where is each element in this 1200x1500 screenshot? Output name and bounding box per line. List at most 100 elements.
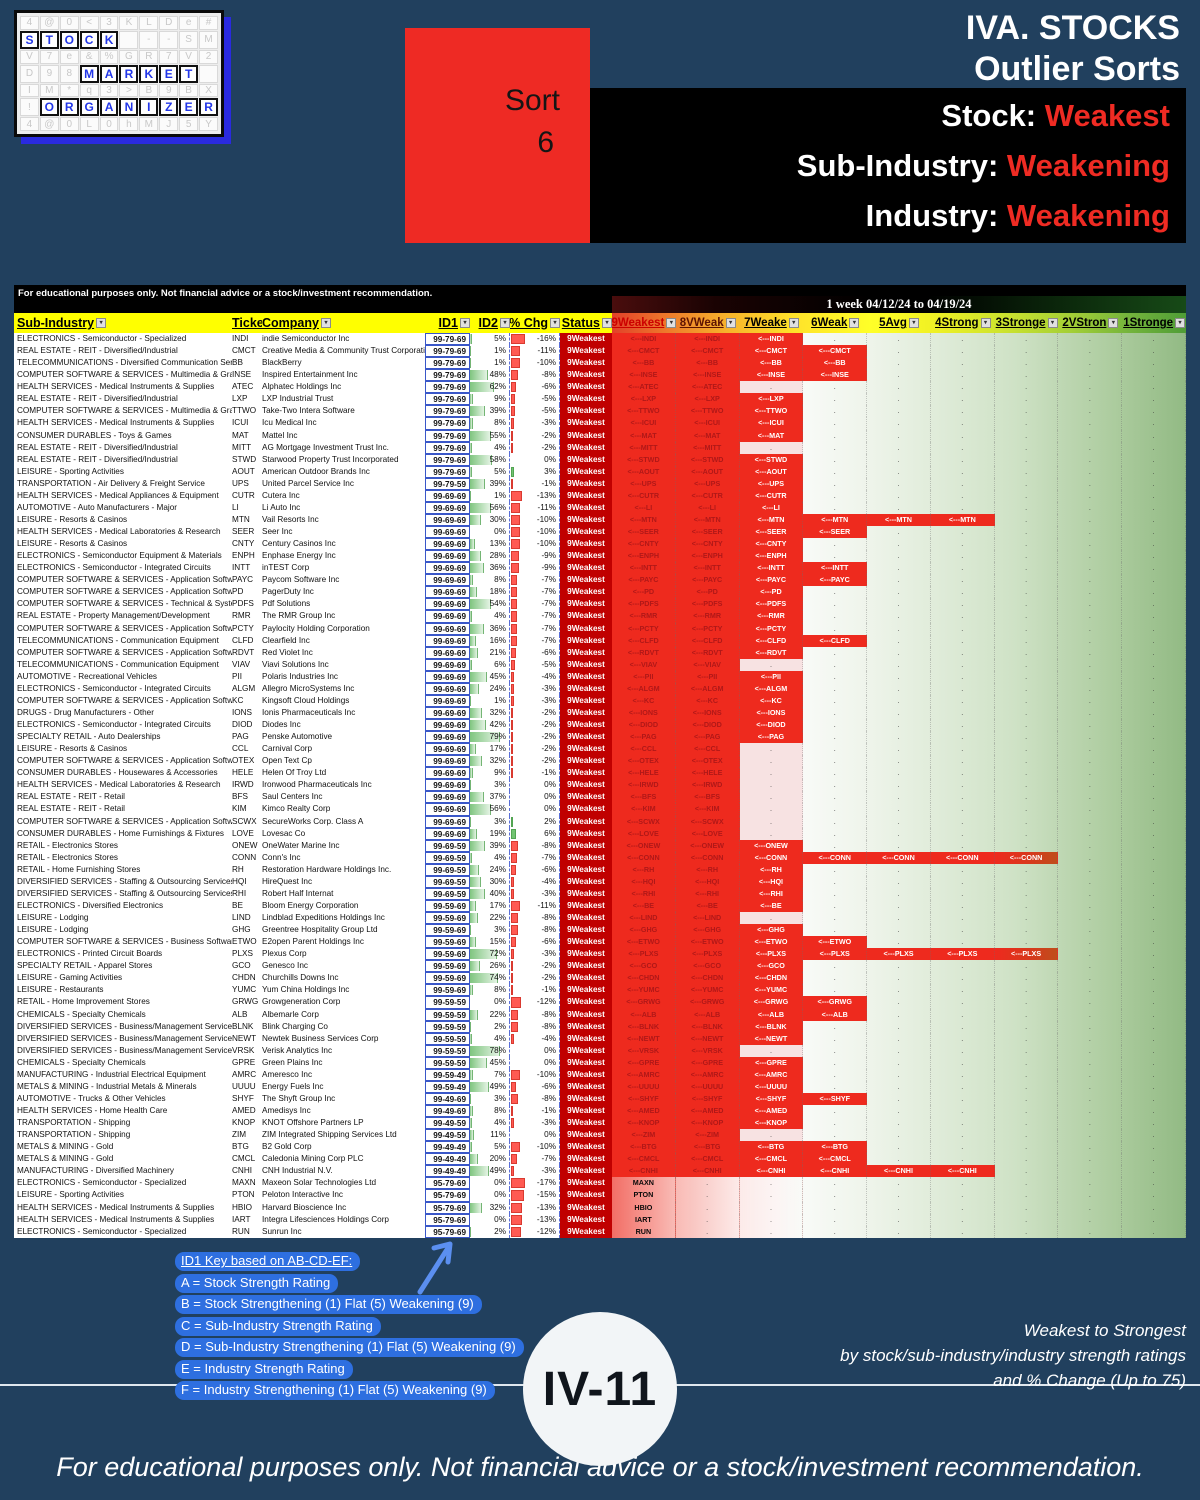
filter-dropdown-icon[interactable]: ▾	[550, 318, 560, 328]
filter-dropdown-icon[interactable]: ▾	[666, 318, 676, 328]
column-header-4strong[interactable]: 4Strong ▾	[931, 313, 995, 333]
table-row[interactable]: DIVERSIFIED SERVICES - Business/Manageme…	[14, 1020, 1187, 1033]
table-row[interactable]: TRANSPORTATION - Shipping ZIM ZIM Integrat…	[14, 1129, 1187, 1142]
table-row[interactable]: HEALTH SERVICES - Medical Appliances & E…	[14, 489, 1187, 502]
table-row[interactable]: AUTOMOTIVE - Trucks & Other Vehicles SHYF…	[14, 1092, 1187, 1105]
table-row[interactable]: LEISURE - Gaming Activities CHDN Churchill…	[14, 972, 1187, 985]
filter-dropdown-icon[interactable]: ▾	[725, 318, 736, 328]
filter-dropdown-icon[interactable]: ▾	[788, 318, 799, 328]
column-header-id2[interactable]: ID2 ▾	[470, 313, 510, 333]
table-row[interactable]: HEALTH SERVICES - Home Health Care AMED Am…	[14, 1105, 1187, 1118]
column-header-7weake[interactable]: 7Weake ▾	[740, 313, 804, 333]
table-row[interactable]: LEISURE - Sporting Activities PTON Peloton…	[14, 1189, 1187, 1202]
column-header--chg[interactable]: % Chg ▾	[510, 313, 560, 333]
table-row[interactable]: COMPUTER SOFTWARE & SERVICES - Business …	[14, 936, 1187, 949]
table-row[interactable]: COMPUTER SOFTWARE & SERVICES - Applicati…	[14, 574, 1187, 587]
column-header-5avg[interactable]: 5Avg ▾	[867, 313, 931, 333]
table-row[interactable]: RETAIL - Home Furnishing Stores RH Restora…	[14, 863, 1187, 876]
column-header-6weak[interactable]: 6Weak ▾	[803, 313, 867, 333]
filter-dropdown-icon[interactable]: ▾	[1108, 318, 1119, 328]
table-row[interactable]: CHEMICALS - Specialty Chemicals GPRE Green…	[14, 1056, 1187, 1069]
table-row[interactable]: COMPUTER SOFTWARE & SERVICES - Applicati…	[14, 694, 1187, 707]
table-row[interactable]: CONSUMER DURABLES - Housewares & Accesso…	[14, 767, 1187, 780]
filter-dropdown-icon[interactable]: ▾	[1175, 318, 1186, 328]
table-row[interactable]: LEISURE - Resorts & Casinos CNTY Century C…	[14, 538, 1187, 551]
table-row[interactable]: CONSUMER DURABLES - Home Furnishings & F…	[14, 827, 1187, 840]
table-row[interactable]: LEISURE - Resorts & Casinos CCL Carnival C…	[14, 743, 1187, 756]
table-row[interactable]: HEALTH SERVICES - Medical Instruments & …	[14, 1201, 1187, 1214]
table-row[interactable]: MANUFACTURING - Diversified Machinery CNH…	[14, 1165, 1187, 1178]
column-header-9weakest[interactable]: 9Weakest ▾	[612, 313, 676, 333]
table-row[interactable]: TRANSPORTATION - Shipping KNOP KNOT Offsho…	[14, 1117, 1187, 1130]
table-row[interactable]: REAL ESTATE - REIT - Diversified/Industr…	[14, 345, 1187, 358]
filter-dropdown-icon[interactable]: ▾	[908, 318, 919, 328]
filter-dropdown-icon[interactable]: ▾	[602, 318, 612, 328]
table-row[interactable]: TRANSPORTATION - Air Delivery & Freight …	[14, 477, 1187, 490]
table-row[interactable]: RETAIL - Electronics Stores CONN Conn's In…	[14, 851, 1187, 864]
table-row[interactable]: HEALTH SERVICES - Medical Instruments & …	[14, 1213, 1187, 1226]
table-row[interactable]: LEISURE - Resorts & Casinos MTN Vail Resor…	[14, 513, 1187, 526]
table-row[interactable]: REAL ESTATE - REIT - Retail BFS Saul Cente…	[14, 791, 1187, 804]
table-row[interactable]: TELECOMMUNICATIONS - Communication Equip…	[14, 634, 1187, 647]
table-row[interactable]: REAL ESTATE - REIT - Diversified/Industr…	[14, 453, 1187, 466]
table-row[interactable]: MANUFACTURING - Industrial Electrical Eq…	[14, 1068, 1187, 1081]
table-row[interactable]: COMPUTER SOFTWARE & SERVICES - Applicati…	[14, 815, 1187, 828]
table-row[interactable]: ELECTRONICS - Semiconductor - Specialize…	[14, 1177, 1187, 1190]
table-row[interactable]: HEALTH SERVICES - Medical Instruments & …	[14, 417, 1187, 430]
column-header-ticker[interactable]: Ticker▾	[232, 313, 262, 333]
filter-dropdown-icon[interactable]: ▾	[849, 318, 860, 328]
table-row[interactable]: ELECTRONICS - Semiconductor - Specialize…	[14, 1225, 1187, 1238]
table-row[interactable]: COMPUTER SOFTWARE & SERVICES - Multimedi…	[14, 369, 1187, 382]
table-row[interactable]: ELECTRONICS - Printed Circuit Boards PLXS…	[14, 948, 1187, 961]
table-row[interactable]: HEALTH SERVICES - Medical Laboratories &…	[14, 526, 1187, 539]
column-header-company[interactable]: Company ▾	[262, 313, 425, 333]
column-header-status[interactable]: Status ▾	[560, 313, 612, 333]
table-row[interactable]: REAL ESTATE - REIT - Retail KIM Kimco Real…	[14, 803, 1187, 816]
filter-dropdown-icon[interactable]: ▾	[96, 318, 107, 328]
table-row[interactable]: SPECIALTY RETAIL - Apparel Stores GCO Gene…	[14, 960, 1187, 973]
table-row[interactable]: METALS & MINING - Gold BTG B2 Gold Corp 99-…	[14, 1141, 1187, 1154]
table-row[interactable]: COMPUTER SOFTWARE & SERVICES - Applicati…	[14, 755, 1187, 768]
table-row[interactable]: LEISURE - Restaurants YUMC Yum China Holdi…	[14, 984, 1187, 997]
filter-dropdown-icon[interactable]: ▾	[320, 318, 331, 328]
table-row[interactable]: ELECTRONICS - Semiconductor - Specialize…	[14, 333, 1187, 346]
table-row[interactable]: REAL ESTATE - Property Management/Develo…	[14, 610, 1187, 623]
table-row[interactable]: SPECIALTY RETAIL - Auto Dealerships PAG Pe…	[14, 731, 1187, 744]
table-row[interactable]: ELECTRONICS - Semiconductor - Integrated…	[14, 719, 1187, 732]
table-row[interactable]: HEALTH SERVICES - Medical Instruments & …	[14, 381, 1187, 394]
table-row[interactable]: LEISURE - Sporting Activities AOUT America…	[14, 465, 1187, 478]
table-row[interactable]: REAL ESTATE - REIT - Diversified/Industr…	[14, 393, 1187, 406]
table-row[interactable]: COMPUTER SOFTWARE & SERVICES - Applicati…	[14, 646, 1187, 659]
column-header-2vstron[interactable]: 2VStron ▾	[1058, 313, 1122, 333]
table-row[interactable]: HEALTH SERVICES - Medical Laboratories &…	[14, 779, 1187, 792]
table-row[interactable]: ELECTRONICS - Semiconductor - Integrated…	[14, 562, 1187, 575]
table-row[interactable]: DIVERSIFIED SERVICES - Business/Manageme…	[14, 1032, 1187, 1045]
table-row[interactable]: CONSUMER DURABLES - Toys & Games MAT Matte…	[14, 429, 1187, 442]
table-row[interactable]: AUTOMOTIVE - Recreational Vehicles PII Pol…	[14, 670, 1187, 683]
table-row[interactable]: TELECOMMUNICATIONS - Diversified Communi…	[14, 357, 1187, 370]
table-row[interactable]: COMPUTER SOFTWARE & SERVICES - Applicati…	[14, 586, 1187, 599]
filter-dropdown-icon[interactable]: ▾	[500, 318, 510, 328]
table-row[interactable]: DIVERSIFIED SERVICES - Staffing & Outsou…	[14, 875, 1187, 888]
table-row[interactable]: LEISURE - Lodging GHG Greentree Hospitalit…	[14, 924, 1187, 937]
table-row[interactable]: METALS & MINING - Industrial Metals & Mi…	[14, 1080, 1187, 1093]
column-header-sub-industry[interactable]: Sub-Industry ▾	[14, 313, 232, 333]
table-row[interactable]: COMPUTER SOFTWARE & SERVICES - Multimedi…	[14, 405, 1187, 418]
filter-dropdown-icon[interactable]: ▾	[460, 318, 470, 328]
column-header-1stronge[interactable]: 1Stronge ▾	[1122, 313, 1186, 333]
table-row[interactable]: CHEMICALS - Specialty Chemicals ALB Albema…	[14, 1008, 1187, 1021]
table-row[interactable]: METALS & MINING - Gold CMCL Caledonia Mini…	[14, 1153, 1187, 1166]
table-row[interactable]: DRUGS - Drug Manufacturers - Other IONS Io…	[14, 706, 1187, 719]
table-row[interactable]: COMPUTER SOFTWARE & SERVICES - Technical…	[14, 598, 1187, 611]
table-row[interactable]: RETAIL - Electronics Stores ONEW OneWater …	[14, 839, 1187, 852]
table-row[interactable]: ELECTRONICS - Semiconductor Equipment & …	[14, 550, 1187, 563]
table-row[interactable]: RETAIL - Home Improvement Stores GRWG Grow…	[14, 996, 1187, 1009]
table-row[interactable]: REAL ESTATE - REIT - Diversified/Industr…	[14, 441, 1187, 454]
table-row[interactable]: DIVERSIFIED SERVICES - Business/Manageme…	[14, 1044, 1187, 1057]
table-row[interactable]: DIVERSIFIED SERVICES - Staffing & Outsou…	[14, 887, 1187, 900]
table-row[interactable]: TELECOMMUNICATIONS - Communication Equip…	[14, 658, 1187, 671]
filter-dropdown-icon[interactable]: ▾	[1047, 318, 1058, 328]
table-row[interactable]: LEISURE - Lodging LIND Lindblad Expedition…	[14, 912, 1187, 925]
filter-dropdown-icon[interactable]: ▾	[980, 318, 991, 328]
column-header-3stronge[interactable]: 3Stronge ▾	[995, 313, 1059, 333]
